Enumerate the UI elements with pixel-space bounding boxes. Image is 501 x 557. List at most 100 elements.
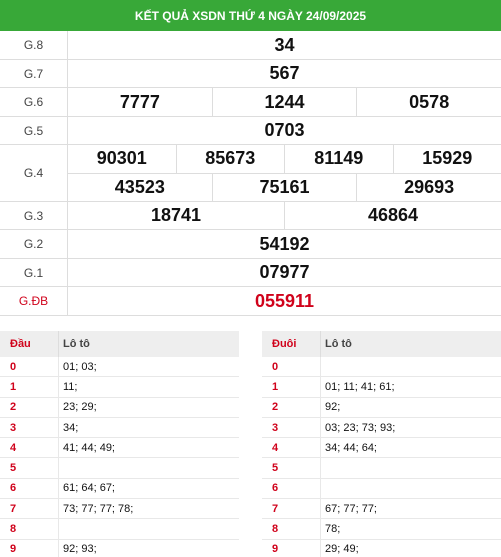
prize-label: G.3 xyxy=(0,202,68,229)
loto-dau-row: 3 34; xyxy=(0,417,239,439)
loto-dau-values: 11; xyxy=(58,377,239,397)
prize-number: 567 xyxy=(269,63,300,83)
loto-dau-table: Đầu Lô tô 0 01; 03; 1 11; 2 23; 29; 3 34; 4 41; 4… xyxy=(0,331,239,557)
loto-duoi-digit: 7 xyxy=(272,502,279,515)
loto-dau-row: 0 01; 03; xyxy=(0,357,239,378)
loto-dau-values: 34; xyxy=(58,417,239,438)
loto-dau-row: 2 23; 29; xyxy=(0,397,239,418)
loto-duoi-col-values: Lô tô xyxy=(320,331,501,357)
loto-duoi-table: Đuôi Lô tô 0 1 01; 11; 41; 61; 2 92; 3 03; 23;… xyxy=(262,331,501,557)
results-title: KẾT QUẢ XSDN THỨ 4 NGÀY 24/09/2025 xyxy=(134,8,367,23)
prize-number: 85673 xyxy=(175,145,285,173)
loto-duoi-values xyxy=(320,478,501,499)
loto-duoi-col-head: Đuôi xyxy=(272,338,297,350)
loto-dau-digit: 2 xyxy=(10,401,17,414)
loto-dau-values: 41; 44; 49; xyxy=(58,438,239,458)
loto-duoi-digit: 9 xyxy=(272,543,279,556)
prize-label: G.7 xyxy=(0,60,68,87)
loto-dau-digit: 4 xyxy=(10,441,17,454)
loto-duoi-row: 5 xyxy=(262,458,501,479)
prize-row: G.3 18741 46864 xyxy=(0,202,501,230)
loto-dau-values: 23; 29; xyxy=(58,397,239,417)
loto-dau-digit: 3 xyxy=(10,421,17,434)
loto-duoi-row: 2 92; xyxy=(262,397,501,418)
prize-number: 43523 xyxy=(114,176,165,197)
prize-label: G.8 xyxy=(0,31,68,59)
loto-duoi-values xyxy=(320,458,501,478)
loto-duoi-values: 92; xyxy=(320,397,501,417)
prize-number: 18741 xyxy=(150,205,202,225)
prize-number: 46864 xyxy=(284,202,501,229)
loto-duoi-row: 9 29; 49; xyxy=(262,539,501,557)
loto-dau-values xyxy=(58,519,239,539)
loto-duoi-row: 0 xyxy=(262,357,501,378)
loto-duoi-row: 6 xyxy=(262,478,501,500)
loto-duoi-row: 3 03; 23; 73; 93; xyxy=(262,417,501,439)
loto-duoi-values: 34; 44; 64; xyxy=(320,438,501,458)
results-header: KẾT QUẢ XSDN THỨ 4 NGÀY 24/09/2025 xyxy=(0,0,501,31)
loto-duoi-values: 29; 49; xyxy=(320,539,501,557)
prize-label: G.4 xyxy=(0,145,68,201)
loto-duoi-values: 01; 11; 41; 61; xyxy=(320,377,501,397)
loto-duoi-digit: 8 xyxy=(272,523,279,536)
loto-dau-header: Đầu Lô tô xyxy=(0,331,239,357)
loto-duoi-row: 1 01; 11; 41; 61; xyxy=(262,377,501,398)
loto-duoi-digit: 0 xyxy=(272,360,279,373)
loto-dau-digit: 9 xyxy=(10,543,17,556)
prize-number: 54192 xyxy=(259,233,310,254)
prize-label: G.1 xyxy=(0,259,68,286)
loto-duoi-values: 67; 77; 77; xyxy=(320,499,501,519)
prize-number: 29693 xyxy=(356,173,501,201)
loto-duoi-header: Đuôi Lô tô xyxy=(262,331,501,357)
loto-dau-values: 73; 77; 77; 78; xyxy=(58,499,239,519)
prize-label: G.5 xyxy=(0,117,68,144)
prize-label: G.2 xyxy=(0,230,68,258)
prize-number: 81149 xyxy=(284,145,393,173)
loto-dau-values: 01; 03; xyxy=(58,357,239,377)
loto-dau-digit: 6 xyxy=(10,482,17,495)
loto-duoi-row: 7 67; 77; 77; xyxy=(262,499,501,520)
prize-table: G.8 34 G.7 567 G.6 7777 1244 0578 G.5 0703 G.4 9030… xyxy=(0,31,501,316)
loto-duoi-values: 78; xyxy=(320,519,501,539)
loto-dau-digit: 5 xyxy=(10,462,17,475)
loto-duoi-digit: 3 xyxy=(272,421,279,434)
loto-duoi-digit: 5 xyxy=(272,462,279,475)
loto-dau-row: 7 73; 77; 77; 78; xyxy=(0,499,239,520)
prize-row: G.1 07977 xyxy=(0,259,501,287)
loto-dau-row: 1 11; xyxy=(0,377,239,398)
prize-number: 75161 xyxy=(211,173,357,201)
prize-label: G.ĐB xyxy=(0,287,68,315)
loto-dau-row: 6 61; 64; 67; xyxy=(0,478,239,500)
prize-row: G.7 567 xyxy=(0,60,501,88)
prize-number: 1244 xyxy=(211,88,357,116)
loto-dau-values: 92; 93; xyxy=(58,539,239,557)
loto-dau-digit: 8 xyxy=(10,523,17,536)
loto-duoi-digit: 2 xyxy=(272,401,279,414)
prize-number: 90301 xyxy=(96,148,147,169)
prize-row: G.6 7777 1244 0578 xyxy=(0,88,501,117)
prize-number: 7777 xyxy=(119,91,160,112)
prize-number: 34 xyxy=(274,34,295,55)
loto-dau-row: 4 41; 44; 49; xyxy=(0,438,239,459)
prize-row: G.2 54192 xyxy=(0,230,501,259)
prize-number: 0703 xyxy=(264,120,305,140)
prize-row: G.ĐB 055911 xyxy=(0,287,501,316)
loto-duoi-digit: 4 xyxy=(272,441,279,454)
prize-number: 0578 xyxy=(356,88,501,116)
loto-duoi-values xyxy=(320,357,501,377)
loto-dau-row: 9 92; 93; xyxy=(0,539,239,557)
prize-label: G.6 xyxy=(0,88,68,116)
loto-duoi-digit: 1 xyxy=(272,380,279,393)
loto-dau-digit: 0 xyxy=(10,360,17,373)
loto-dau-col-values: Lô tô xyxy=(58,331,239,357)
prize-row: G.4 90301 85673 81149 15929 43523 75161 29693 xyxy=(0,145,501,202)
loto-dau-values xyxy=(58,458,239,478)
prize-number: 07977 xyxy=(259,262,310,282)
loto-duoi-digit: 6 xyxy=(272,482,279,495)
loto-duoi-row: 8 78; xyxy=(262,519,501,540)
prize-row: G.5 0703 xyxy=(0,117,501,145)
loto-dau-values: 61; 64; 67; xyxy=(58,478,239,499)
loto-duoi-row: 4 34; 44; 64; xyxy=(262,438,501,459)
loto-dau-row: 8 xyxy=(0,519,239,540)
loto-dau-digit: 1 xyxy=(10,380,17,393)
